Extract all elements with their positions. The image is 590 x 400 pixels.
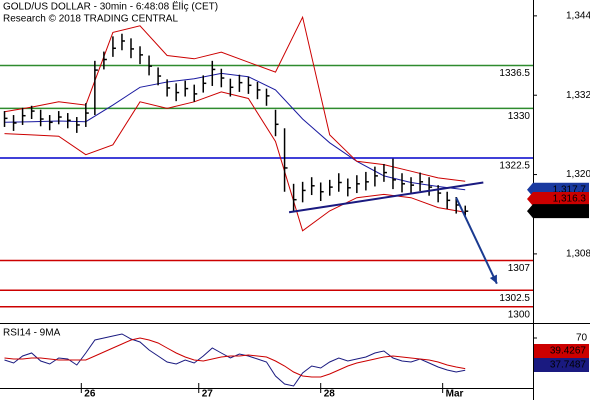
arrow-head — [489, 274, 497, 284]
x-tick-label: 26 — [84, 389, 96, 400]
trendline — [288, 181, 484, 214]
price-tag — [527, 192, 589, 207]
rsi-title: RSI14 - 9MA — [3, 328, 61, 339]
chart-title: GOLD/US DOLLAR - 30min - 6:48:08 Ëlİç (C… — [3, 0, 218, 13]
price-tag-label: 1,316.3 — [553, 194, 587, 205]
level-label: 1336.5 — [499, 68, 530, 79]
level-label: 1307 — [508, 263, 531, 274]
y-tick-label: 1,308 — [566, 249, 590, 260]
x-tick-label: Mar — [446, 389, 464, 400]
value-tag-label: 37.7487 — [550, 360, 587, 371]
rsi-line — [4, 337, 466, 378]
overlay-line — [4, 91, 466, 232]
value-tag — [534, 358, 589, 372]
price-tag-label: 1,317.7 — [553, 184, 587, 195]
overlay-line — [4, 72, 466, 191]
chart-subtitle: Research © 2018 TRADING CENTRAL — [3, 14, 178, 25]
value-tag — [534, 344, 589, 358]
forecast-arrow — [455, 197, 498, 285]
x-tick-label: 27 — [202, 389, 214, 400]
level-label: 1322.5 — [499, 161, 530, 172]
level-label: 1300 — [508, 309, 531, 320]
level-label: 1302.5 — [499, 293, 530, 304]
overlay-line — [4, 15, 466, 182]
value-tag-label: 39.4267 — [550, 346, 587, 357]
level-label: 1330 — [508, 111, 531, 122]
price-tag — [527, 204, 589, 219]
price-tag-label: 1,314.46 — [547, 206, 586, 217]
x-tick-label: 28 — [324, 389, 336, 400]
y-tick-label: 70 — [576, 333, 588, 344]
y-tick-label: 1,344 — [566, 11, 590, 22]
y-tick-label: 1,320 — [566, 169, 590, 180]
y-tick-label: 1,332 — [566, 90, 590, 101]
